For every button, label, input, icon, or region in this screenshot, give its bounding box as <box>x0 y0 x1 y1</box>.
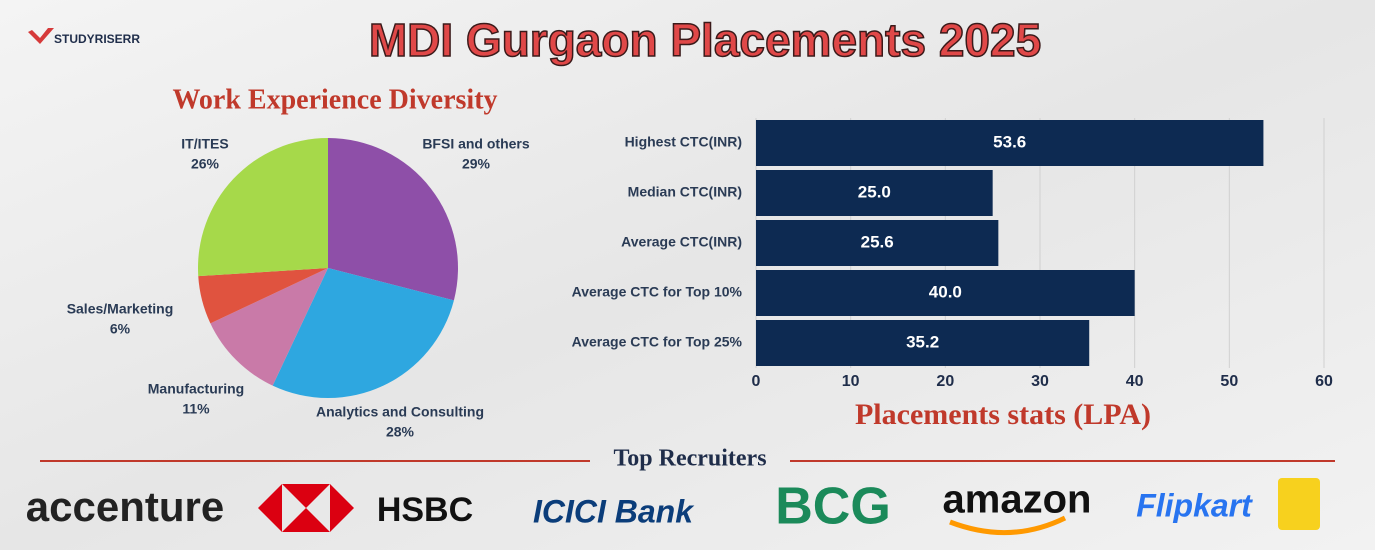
pie-title: Work Experience Diversity <box>172 84 497 115</box>
slice-category: Manufacturing <box>148 381 244 397</box>
y-tick-label: Average CTC for Top 25% <box>572 334 743 350</box>
recruiter: amazon <box>943 478 1092 522</box>
recruiter: ICICI Bank <box>533 493 695 529</box>
amazon-smile <box>949 515 1067 535</box>
pie-slice <box>272 268 454 398</box>
recruiter: BCG <box>775 478 891 536</box>
y-tick-label: Average CTC(INR) <box>621 234 742 250</box>
recruiter: HSBC <box>377 491 473 529</box>
bar <box>756 220 999 266</box>
x-tick-label: 40 <box>1126 373 1144 390</box>
y-tick-label: Median CTC(INR) <box>628 184 742 200</box>
bar-value: 25.0 <box>858 182 891 201</box>
recruiters-heading: Top Recruiters <box>613 446 766 472</box>
pie-slice <box>328 138 458 301</box>
x-tick-label: 50 <box>1220 373 1238 390</box>
bar-value: 35.2 <box>906 332 939 351</box>
x-tick-label: 0 <box>752 373 761 390</box>
bar <box>756 320 1090 366</box>
slice-value: 29% <box>462 156 491 172</box>
slice-category: BFSI and others <box>422 136 530 152</box>
slice-value: 28% <box>386 424 415 440</box>
pie-slice <box>210 268 328 386</box>
bar <box>756 120 1264 166</box>
bar-value: 25.6 <box>861 232 894 251</box>
x-tick-label: 60 <box>1315 373 1333 390</box>
bar-title: Placements stats (LPA) <box>855 398 1151 431</box>
brand: STUDYRISERR <box>54 32 140 46</box>
bar-value: 40.0 <box>929 282 962 301</box>
slice-category: Sales/Marketing <box>67 301 174 317</box>
page-title: MDI Gurgaon Placements 2025 <box>369 14 1041 66</box>
recruiter: Flipkart <box>1136 487 1253 523</box>
bar <box>756 270 1135 316</box>
hsbc-logo <box>258 484 354 532</box>
x-tick-label: 10 <box>842 373 860 390</box>
x-tick-label: 20 <box>936 373 954 390</box>
x-tick-label: 30 <box>1031 373 1049 390</box>
slice-value: 26% <box>191 156 220 172</box>
flipkart-logo <box>1278 478 1320 530</box>
pie-slice <box>198 268 328 324</box>
brand-icon <box>28 28 54 44</box>
slice-category: IT/ITES <box>181 136 228 152</box>
recruiter: accenture <box>26 483 224 530</box>
y-tick-label: Highest CTC(INR) <box>625 134 742 150</box>
slice-value: 11% <box>182 401 210 417</box>
y-tick-label: Average CTC for Top 10% <box>572 284 743 300</box>
bar <box>756 170 993 216</box>
bar-value: 53.6 <box>993 132 1026 151</box>
slice-value: 6% <box>110 321 131 337</box>
pie-slice <box>198 138 328 277</box>
slice-category: Analytics and Consulting <box>316 404 484 420</box>
